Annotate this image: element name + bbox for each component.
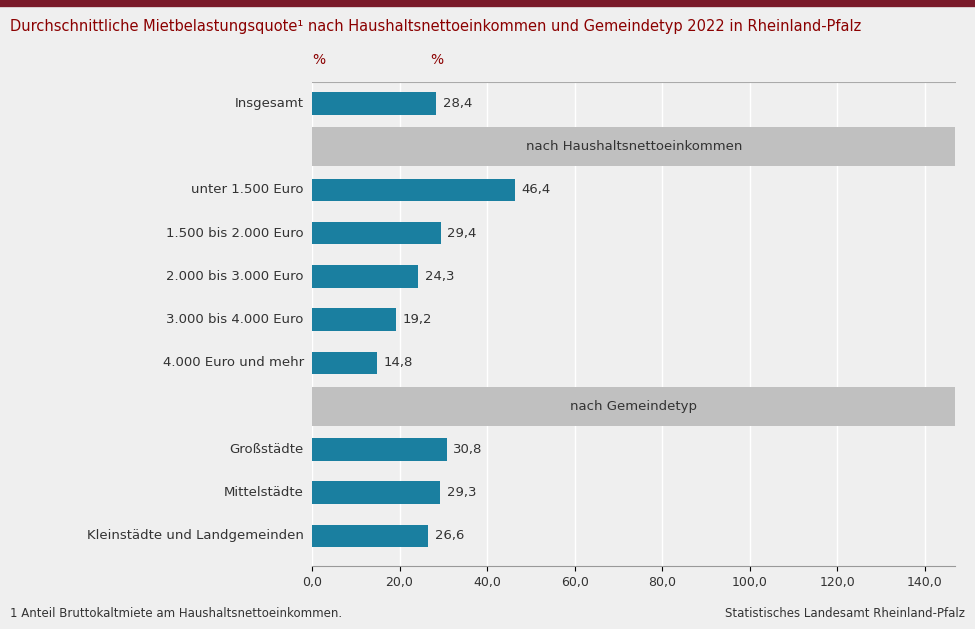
Text: 14,8: 14,8 — [383, 357, 412, 369]
Text: 30,8: 30,8 — [453, 443, 483, 456]
Text: Durchschnittliche Mietbelastungsquote¹ nach Haushaltsnettoeinkommen und Gemeinde: Durchschnittliche Mietbelastungsquote¹ n… — [10, 19, 861, 34]
Text: nach Gemeindetyp: nach Gemeindetyp — [570, 399, 697, 413]
Bar — [312, 308, 396, 331]
Text: Insgesamt: Insgesamt — [235, 97, 303, 110]
Text: 29,4: 29,4 — [448, 226, 477, 240]
Text: 4.000 Euro und mehr: 4.000 Euro und mehr — [163, 357, 303, 369]
Bar — [312, 525, 428, 547]
Text: 26,6: 26,6 — [435, 530, 464, 542]
Bar — [312, 481, 441, 504]
Text: 46,4: 46,4 — [522, 184, 551, 196]
Bar — [312, 265, 418, 287]
Text: 19,2: 19,2 — [403, 313, 432, 326]
Text: 29,3: 29,3 — [447, 486, 477, 499]
Text: nach Haushaltsnettoeinkommen: nach Haushaltsnettoeinkommen — [526, 140, 742, 153]
Text: 24,3: 24,3 — [425, 270, 454, 283]
Text: 28,4: 28,4 — [443, 97, 472, 110]
Text: 2.000 bis 3.000 Euro: 2.000 bis 3.000 Euro — [166, 270, 303, 283]
Text: Kleinstädte und Landgemeinden: Kleinstädte und Landgemeinden — [87, 530, 303, 542]
Bar — [312, 92, 437, 114]
Text: 1.500 bis 2.000 Euro: 1.500 bis 2.000 Euro — [166, 226, 303, 240]
Text: Statistisches Landesamt Rheinland-Pfalz: Statistisches Landesamt Rheinland-Pfalz — [725, 606, 965, 620]
Text: %: % — [312, 53, 325, 67]
Bar — [312, 127, 955, 166]
Text: unter 1.500 Euro: unter 1.500 Euro — [191, 184, 303, 196]
Bar — [312, 438, 447, 460]
Bar — [312, 179, 515, 201]
Bar — [312, 222, 441, 244]
Text: Großstädte: Großstädte — [229, 443, 303, 456]
Bar — [312, 387, 955, 426]
Text: 3.000 bis 4.000 Euro: 3.000 bis 4.000 Euro — [167, 313, 303, 326]
Bar — [312, 352, 376, 374]
Text: %: % — [430, 53, 443, 67]
Text: Mittelstädte: Mittelstädte — [224, 486, 303, 499]
Text: 1 Anteil Bruttokaltmiete am Haushaltsnettoeinkommen.: 1 Anteil Bruttokaltmiete am Haushaltsnet… — [10, 606, 342, 620]
